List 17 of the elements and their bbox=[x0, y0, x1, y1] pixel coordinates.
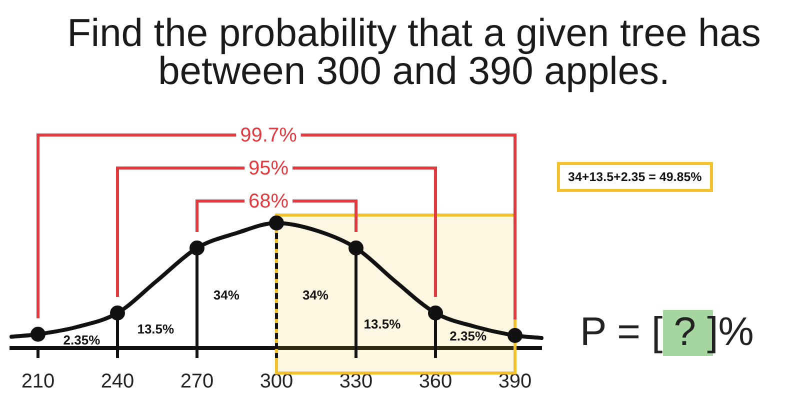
text: 34+13.5+2.35 = 49.85% bbox=[568, 170, 702, 184]
annotation: 13.5% bbox=[137, 322, 175, 337]
annotation: 2.35% bbox=[63, 332, 101, 348]
text: 68% bbox=[248, 190, 289, 213]
x-tick-label: 210 bbox=[21, 370, 55, 393]
chart-title: Find the probability that a given tree has between 300 and 390 apples. bbox=[66, 12, 762, 93]
annotation: 34% bbox=[213, 288, 240, 303]
x-tick-label: 270 bbox=[180, 370, 214, 393]
x-tick-label: 240 bbox=[100, 370, 134, 393]
annotation: 34% bbox=[302, 288, 329, 303]
annotation: 13.5% bbox=[364, 316, 402, 332]
x-tick-label: 390 bbox=[498, 370, 532, 393]
annotation: 2.35% bbox=[450, 328, 487, 344]
text: P = [ ? ]% bbox=[580, 310, 754, 354]
x-tick-label: 300 bbox=[260, 370, 294, 393]
text: 95% bbox=[248, 158, 289, 180]
text: 99.7% bbox=[240, 124, 298, 147]
